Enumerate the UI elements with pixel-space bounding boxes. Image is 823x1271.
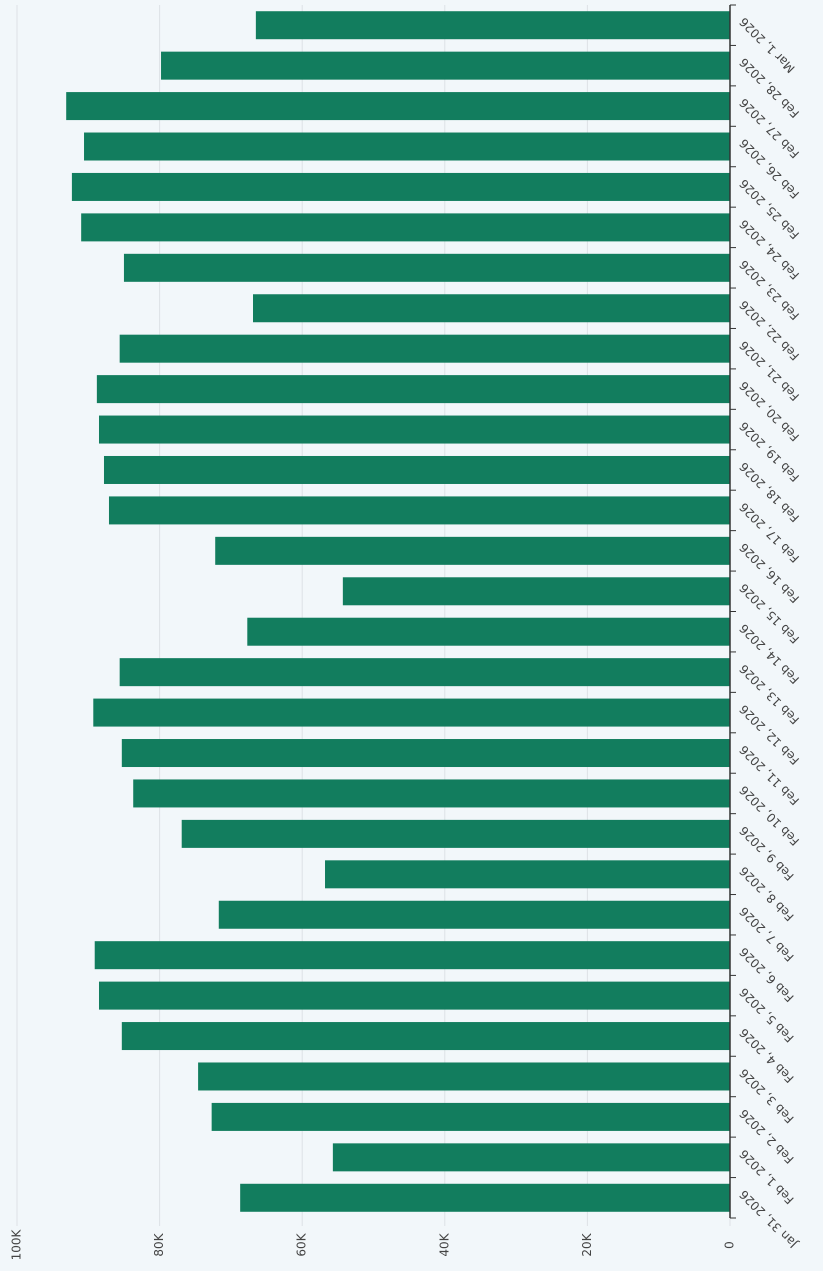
bar	[98, 415, 731, 444]
bar	[94, 941, 731, 970]
bar	[121, 739, 731, 768]
bar	[119, 658, 730, 687]
bar	[215, 536, 731, 565]
bar	[81, 213, 731, 242]
y-tick-label: 100K	[10, 1228, 24, 1260]
bar	[66, 92, 730, 121]
y-tick-label: 80K	[152, 1232, 166, 1256]
bar	[84, 132, 731, 161]
bar	[342, 577, 730, 606]
bar	[98, 981, 731, 1010]
bar	[93, 698, 730, 727]
bar	[211, 1102, 731, 1131]
bar	[198, 1062, 731, 1091]
y-tick-label: 0	[723, 1241, 737, 1249]
bar	[253, 294, 731, 323]
bar	[96, 375, 730, 404]
bar	[247, 617, 730, 646]
bar	[161, 51, 730, 80]
bar	[240, 1183, 730, 1212]
bar	[332, 1143, 730, 1172]
bar	[181, 819, 730, 848]
bar	[71, 172, 730, 201]
bar	[103, 455, 730, 484]
bar	[325, 860, 730, 889]
bar	[121, 1022, 731, 1051]
bar	[255, 11, 730, 40]
bar	[133, 779, 730, 808]
bar	[218, 900, 731, 929]
bar	[123, 253, 730, 282]
bar	[119, 334, 730, 363]
y-tick-label: 20K	[580, 1232, 594, 1256]
y-tick-label: 60K	[295, 1232, 309, 1256]
bar	[108, 496, 731, 525]
y-tick-label: 40K	[437, 1232, 451, 1256]
